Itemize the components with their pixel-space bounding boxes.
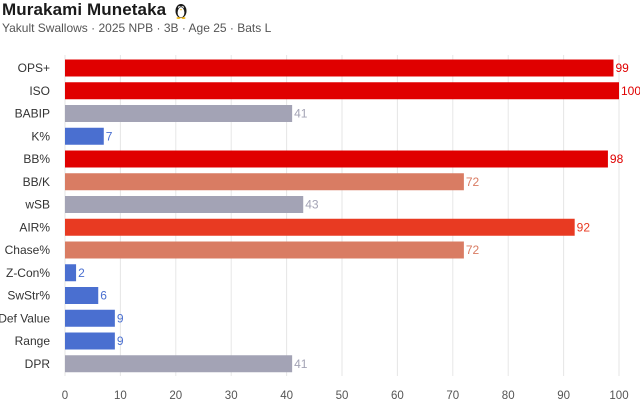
- category-label: K%: [31, 129, 50, 143]
- x-tick-label: 80: [502, 390, 515, 402]
- category-label: DPR: [25, 357, 51, 371]
- category-label: BABIP: [15, 107, 50, 121]
- x-tick-label: 0: [62, 390, 68, 402]
- bar: [65, 218, 575, 236]
- category-labels: OPS+ ISO BABIP K% BB% BB/K wSB AIR% Chase% Z-Con%…: [0, 61, 50, 371]
- penguin-icon: [175, 4, 187, 19]
- category-label: SwStr%: [7, 289, 50, 303]
- bars: [65, 59, 619, 373]
- subtitle: Yakult Swallows · 2025 NPB · 3B · Age 25…: [2, 21, 272, 35]
- bar: [65, 105, 293, 122]
- category-label: Def Value: [0, 311, 50, 325]
- value-label: 72: [466, 243, 480, 257]
- header: Murakami Munetaka: [2, 0, 190, 20]
- bar: [65, 196, 304, 213]
- bar: [65, 332, 115, 350]
- bar: [65, 355, 293, 373]
- x-tick-label: 30: [225, 390, 238, 402]
- category-label: OPS+: [18, 61, 50, 75]
- x-tick-label: 40: [280, 390, 293, 402]
- value-label: 9: [117, 311, 124, 325]
- value-label: 2: [78, 266, 85, 280]
- bar: [65, 150, 608, 168]
- bar: [65, 173, 464, 191]
- page-title: Murakami Munetaka: [2, 0, 167, 19]
- value-label: 99: [615, 61, 629, 75]
- x-tick-label: 50: [336, 390, 349, 402]
- value-label: 100: [621, 84, 640, 98]
- bar: [65, 309, 115, 327]
- bar: [65, 127, 104, 145]
- bar: [65, 241, 464, 259]
- x-axis-ticks: 0 10 20 30 40 50 60 70 80 90 100: [62, 390, 629, 402]
- x-tick-label: 100: [609, 390, 628, 402]
- value-label: 9: [117, 334, 124, 348]
- x-tick-label: 20: [169, 390, 182, 402]
- value-label: 72: [466, 175, 480, 189]
- value-label: 98: [610, 152, 624, 166]
- category-label: BB%: [23, 152, 50, 166]
- x-tick-label: 90: [557, 390, 570, 402]
- category-label: AIR%: [19, 220, 50, 234]
- x-tick-label: 70: [446, 390, 459, 402]
- bar: [65, 264, 77, 282]
- value-label: 43: [305, 198, 319, 212]
- bar: [65, 59, 614, 77]
- category-label: Z-Con%: [6, 266, 50, 280]
- category-label: Chase%: [5, 243, 51, 257]
- category-label: BB/K: [23, 175, 50, 189]
- value-label: 92: [577, 220, 591, 234]
- value-label: 6: [100, 289, 107, 303]
- grid-lines: [64, 55, 620, 376]
- value-label: 41: [294, 357, 308, 371]
- bar: [65, 82, 619, 100]
- category-label: wSB: [24, 198, 50, 212]
- category-label: ISO: [29, 84, 50, 98]
- x-tick-label: 60: [391, 390, 404, 402]
- category-label: Range: [15, 334, 51, 348]
- value-label: 7: [106, 129, 113, 143]
- value-label: 41: [294, 107, 308, 121]
- bar: [65, 287, 99, 304]
- x-tick-label: 10: [114, 390, 127, 402]
